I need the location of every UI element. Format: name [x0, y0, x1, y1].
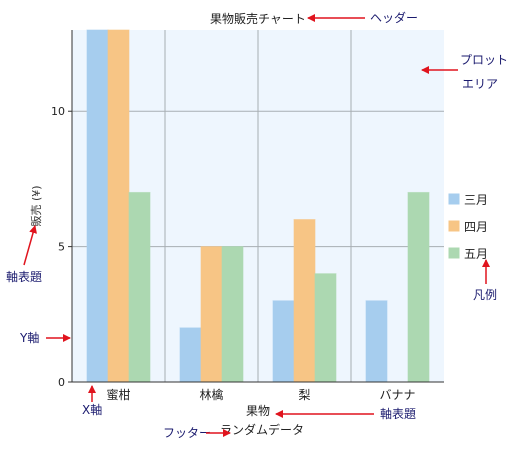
x-tick-label: 梨 — [298, 388, 310, 402]
legend-label: 五月 — [464, 247, 488, 261]
legend-label: 四月 — [464, 220, 488, 234]
annotation-plot-area-1: プロット — [460, 53, 508, 67]
y-tick-label: 10 — [51, 105, 65, 118]
bar — [179, 327, 202, 383]
annotations: ヘッダー プロット エリア 軸表題 凡例 Y軸 X軸 軸表題 フッター — [6, 10, 508, 440]
bar — [221, 246, 244, 383]
bar — [407, 191, 430, 383]
y-tick-labels: 0 5 10 — [51, 105, 72, 389]
bar — [86, 29, 109, 383]
annotation-x-axis: X軸 — [82, 403, 102, 417]
y-tick-label: 5 — [58, 241, 65, 254]
legend-swatch — [448, 193, 460, 205]
annotation-plot-area-2: エリア — [462, 77, 498, 91]
annotation-header: ヘッダー — [370, 10, 418, 25]
annotation-axis-title-y: 軸表題 — [6, 270, 42, 284]
bar — [293, 219, 316, 383]
bar — [107, 29, 130, 383]
bar — [272, 300, 295, 383]
arrow-axis-title-y — [23, 225, 37, 266]
legend-swatch — [448, 247, 460, 259]
annotation-footer: フッター — [163, 426, 211, 440]
annotation-axis-title-x: 軸表題 — [380, 407, 416, 421]
bar — [365, 300, 388, 383]
legend-swatch — [448, 220, 460, 232]
chart-title: 果物販売チャート — [210, 11, 306, 26]
x-tick-label: 蜜柑 — [106, 387, 130, 402]
x-tick-label: バナナ — [379, 388, 415, 402]
legend-label: 三月 — [464, 193, 488, 207]
bar — [314, 273, 337, 383]
y-axis-title: 販売 (¥) — [30, 185, 43, 226]
y-tick-label: 0 — [58, 376, 65, 389]
bar — [200, 246, 223, 383]
x-tick-labels: 蜜柑 林檎 梨 バナナ — [106, 387, 415, 402]
annotation-y-axis: Y軸 — [19, 331, 39, 345]
annotation-legend: 凡例 — [473, 288, 497, 302]
bar — [128, 191, 151, 383]
chart-footer: ランダムデータ — [220, 422, 304, 437]
x-axis-title: 果物 — [246, 404, 270, 418]
x-tick-label: 林檎 — [199, 387, 223, 402]
